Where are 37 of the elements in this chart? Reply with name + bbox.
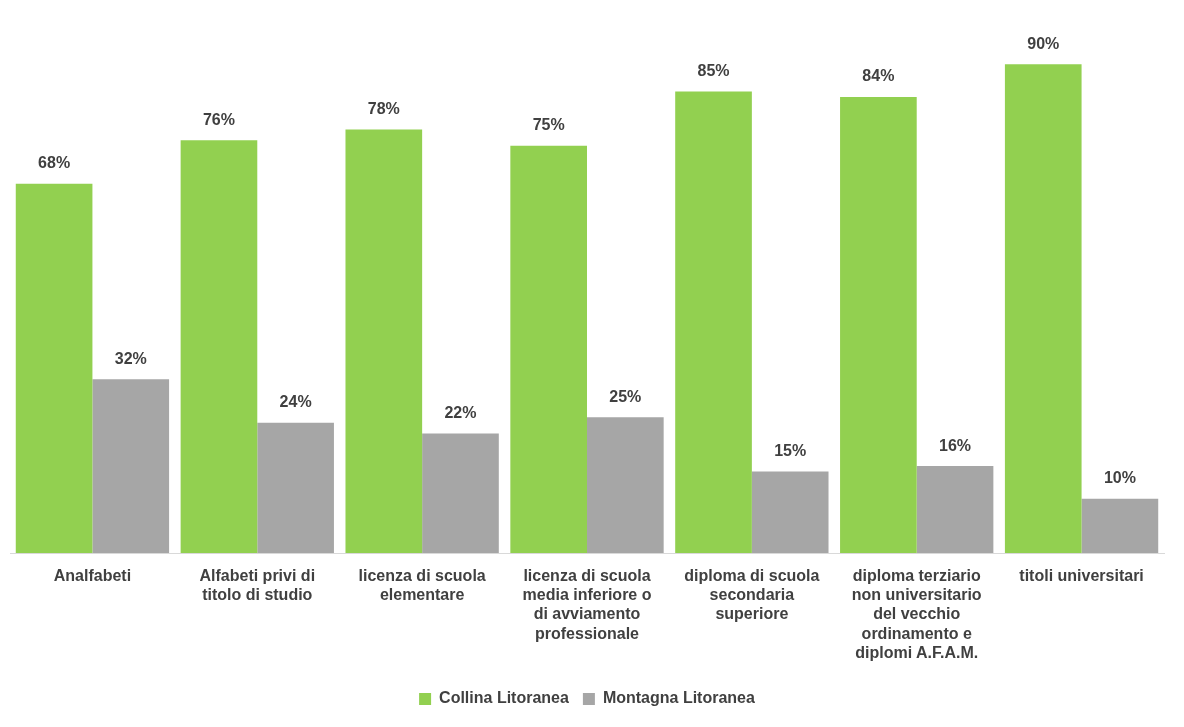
x-tick-label: Analfabeti (53, 567, 132, 585)
data-label: 76% (202, 110, 235, 128)
legend-label: Montagna Litoranea (602, 689, 755, 707)
bar (840, 96, 917, 553)
x-tick-label: licenza di scuola media inferiore o di avviamento professionale (522, 567, 652, 642)
x-tick-label: Alfabeti privi di titolo di studio (199, 567, 316, 604)
bar (257, 422, 334, 553)
data-label: 90% (1027, 34, 1060, 52)
data-label: 68% (38, 154, 71, 172)
bar (1081, 498, 1159, 553)
bar (675, 91, 752, 553)
bar (510, 145, 587, 553)
data-label: 15% (774, 441, 807, 459)
data-label: 24% (279, 393, 312, 411)
x-tick-label: titoli universitari (1019, 567, 1144, 585)
data-label: 78% (367, 99, 400, 117)
data-label: 10% (1103, 469, 1136, 487)
bar (345, 129, 423, 553)
bar (916, 466, 994, 553)
data-label: 75% (532, 116, 565, 134)
x-tick-label: diploma di scuola secondaria superiore (684, 567, 820, 623)
bar (1004, 64, 1082, 553)
bar (587, 417, 664, 553)
bar (751, 471, 829, 553)
data-label: 25% (609, 387, 642, 405)
bar (92, 379, 170, 553)
bar (422, 433, 499, 553)
bar (15, 183, 93, 553)
x-tick-label: licenza di scuola elementare (358, 567, 486, 604)
data-label: 84% (862, 67, 895, 85)
legend-label: Collina Litoranea (439, 689, 569, 707)
data-label: 22% (444, 403, 477, 421)
bar (180, 140, 258, 553)
data-label: 32% (114, 349, 147, 367)
data-label: 16% (939, 436, 972, 454)
x-tick-label: diploma terziario non universitario del vecchio ordinamento e diplomi A.F.A.M. (851, 567, 982, 661)
data-label: 85% (697, 61, 730, 79)
